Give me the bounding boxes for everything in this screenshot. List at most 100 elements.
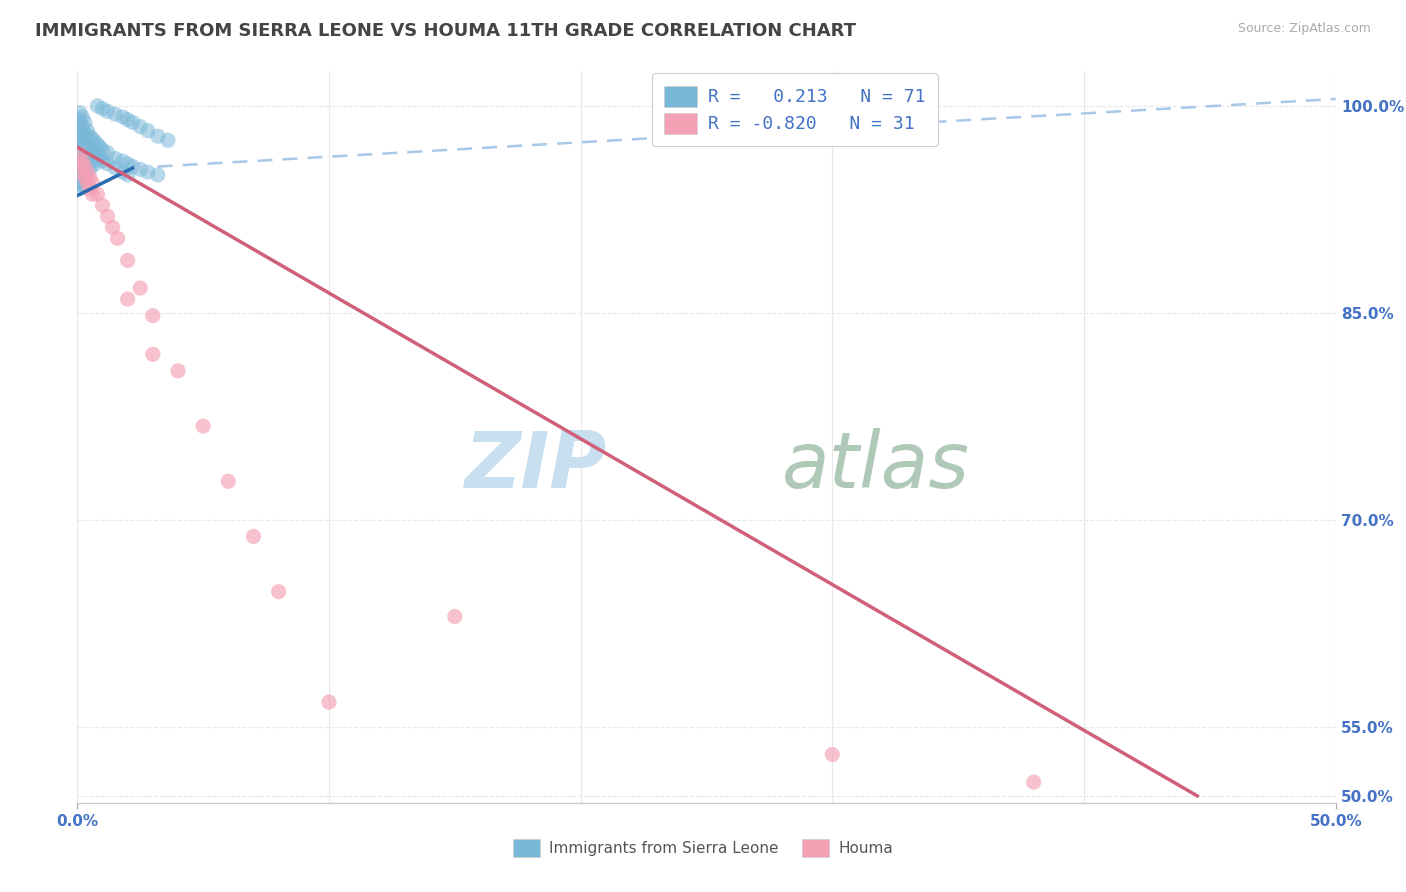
Point — [73, 157, 96, 171]
Point — [136, 165, 159, 179]
Point — [69, 127, 91, 141]
Point — [86, 99, 108, 113]
Point — [72, 147, 94, 161]
Point — [242, 529, 264, 543]
Point — [104, 151, 127, 165]
Point — [84, 157, 107, 171]
Point — [104, 107, 127, 121]
Point — [117, 292, 139, 306]
Point — [69, 112, 91, 127]
Point — [91, 143, 114, 157]
Point — [111, 110, 134, 124]
Point — [79, 151, 101, 165]
Point — [69, 161, 91, 175]
Point — [73, 178, 96, 193]
Point — [79, 170, 101, 185]
Point — [73, 115, 96, 129]
Point — [129, 281, 152, 295]
Point — [191, 419, 215, 434]
Point — [82, 154, 104, 169]
Text: ZIP: ZIP — [464, 428, 606, 504]
Point — [72, 157, 94, 171]
Point — [72, 178, 94, 192]
Point — [69, 147, 91, 161]
Point — [104, 161, 127, 175]
Point — [136, 124, 159, 138]
Point — [79, 162, 101, 177]
Point — [72, 129, 94, 144]
Point — [101, 220, 124, 235]
Point — [107, 231, 129, 245]
Point — [96, 209, 118, 223]
Point — [69, 157, 91, 171]
Point — [821, 747, 844, 762]
Point — [72, 120, 94, 134]
Point — [89, 151, 111, 165]
Point — [146, 168, 169, 182]
Point — [69, 182, 91, 196]
Point — [73, 168, 96, 182]
Point — [91, 102, 114, 116]
Point — [117, 112, 139, 127]
Point — [73, 127, 96, 141]
Point — [72, 110, 94, 124]
Point — [82, 132, 104, 146]
Point — [76, 124, 98, 138]
Point — [111, 154, 134, 169]
Point — [86, 187, 108, 202]
Point — [72, 165, 94, 179]
Point — [117, 253, 139, 268]
Text: Source: ZipAtlas.com: Source: ZipAtlas.com — [1237, 22, 1371, 36]
Point — [91, 198, 114, 212]
Point — [121, 160, 143, 174]
Point — [217, 475, 239, 489]
Point — [69, 175, 91, 189]
Legend: Immigrants from Sierra Leone, Houma: Immigrants from Sierra Leone, Houma — [506, 833, 900, 863]
Point — [142, 347, 165, 361]
Point — [267, 584, 290, 599]
Point — [86, 148, 108, 162]
Point — [69, 133, 91, 147]
Point — [84, 135, 107, 149]
Point — [117, 168, 139, 182]
Point — [69, 140, 91, 154]
Text: atlas: atlas — [782, 428, 970, 504]
Point — [79, 182, 101, 196]
Point — [76, 145, 98, 160]
Point — [129, 120, 152, 134]
Point — [91, 154, 114, 169]
Point — [111, 165, 134, 179]
Point — [79, 129, 101, 144]
Point — [318, 695, 340, 709]
Point — [1022, 775, 1045, 789]
Point — [82, 187, 104, 202]
Point — [73, 170, 96, 185]
Point — [142, 309, 165, 323]
Point — [73, 147, 96, 161]
Point — [96, 104, 118, 119]
Point — [76, 176, 98, 190]
Point — [72, 168, 94, 182]
Point — [69, 105, 91, 120]
Point — [82, 143, 104, 157]
Point — [121, 115, 143, 129]
Point — [89, 140, 111, 154]
Point — [76, 165, 98, 179]
Point — [156, 133, 179, 147]
Point — [79, 140, 101, 154]
Point — [84, 145, 107, 160]
Point — [69, 168, 91, 182]
Point — [129, 162, 152, 177]
Point — [73, 137, 96, 152]
Point — [96, 145, 118, 160]
Point — [69, 154, 91, 169]
Legend: R =   0.213   N = 71, R = -0.820   N = 31: R = 0.213 N = 71, R = -0.820 N = 31 — [651, 73, 938, 146]
Point — [73, 160, 96, 174]
Point — [167, 364, 190, 378]
Text: IMMIGRANTS FROM SIERRA LEONE VS HOUMA 11TH GRADE CORRELATION CHART: IMMIGRANTS FROM SIERRA LEONE VS HOUMA 11… — [35, 22, 856, 40]
Point — [96, 157, 118, 171]
Point — [117, 157, 139, 171]
Point — [444, 609, 467, 624]
Point — [76, 135, 98, 149]
Point — [69, 118, 91, 132]
